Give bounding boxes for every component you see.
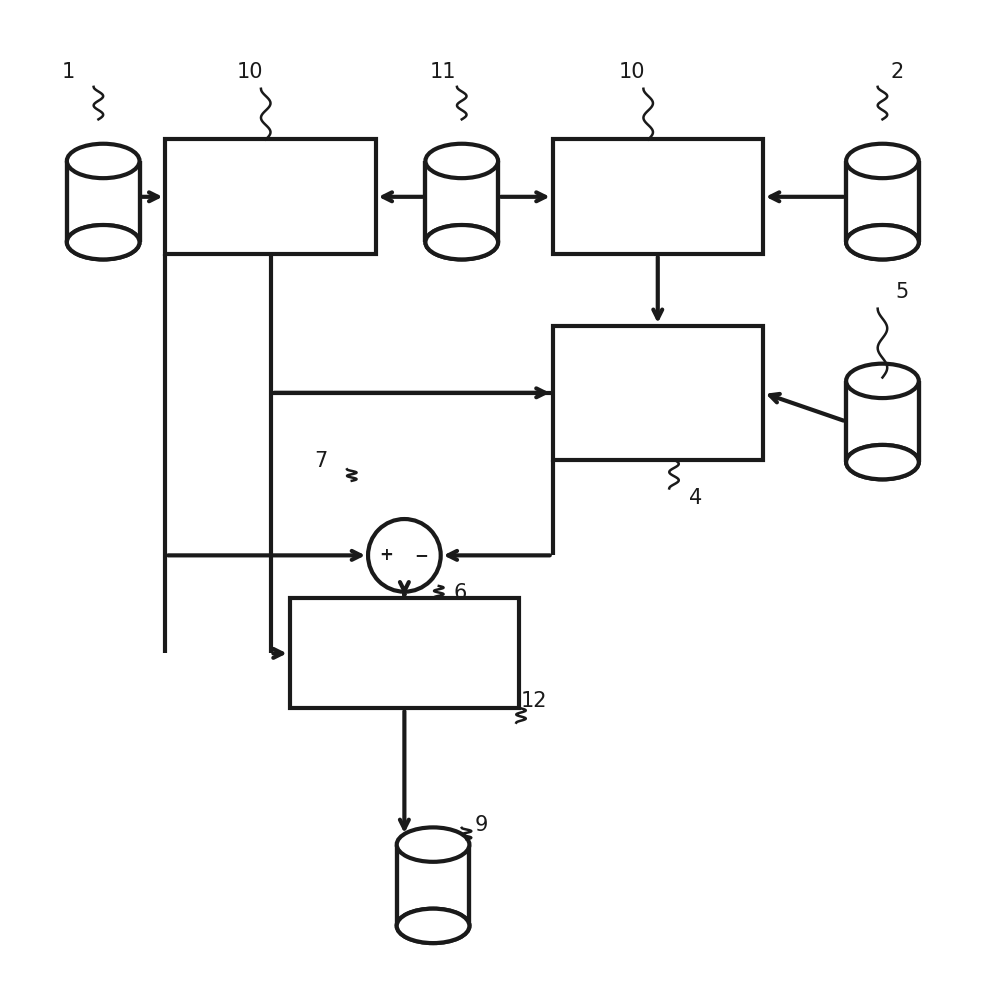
- Ellipse shape: [397, 828, 469, 862]
- Text: +: +: [379, 547, 393, 565]
- Ellipse shape: [397, 908, 469, 943]
- Ellipse shape: [425, 143, 498, 178]
- Text: −: −: [414, 547, 428, 565]
- Text: 1: 1: [61, 62, 74, 82]
- Bar: [846, 380, 919, 462]
- Ellipse shape: [425, 225, 498, 259]
- Ellipse shape: [67, 225, 140, 259]
- Text: 2: 2: [890, 62, 903, 82]
- Ellipse shape: [67, 225, 140, 259]
- Bar: [397, 845, 469, 926]
- Text: 10: 10: [236, 62, 263, 82]
- Ellipse shape: [425, 225, 498, 259]
- Ellipse shape: [846, 225, 919, 259]
- Bar: [165, 139, 376, 254]
- Bar: [67, 161, 140, 242]
- Ellipse shape: [846, 143, 919, 178]
- Text: 7: 7: [315, 451, 328, 471]
- Text: 6: 6: [453, 584, 467, 604]
- Ellipse shape: [846, 225, 919, 259]
- Bar: [290, 599, 519, 708]
- Bar: [553, 139, 763, 254]
- Text: 10: 10: [619, 62, 645, 82]
- Ellipse shape: [397, 908, 469, 943]
- Text: 5: 5: [895, 282, 908, 302]
- Bar: [553, 326, 763, 460]
- Circle shape: [368, 519, 441, 592]
- Bar: [425, 161, 498, 242]
- Text: 11: 11: [429, 62, 456, 82]
- Ellipse shape: [846, 445, 919, 479]
- Ellipse shape: [846, 445, 919, 479]
- Text: 9: 9: [474, 815, 488, 835]
- Ellipse shape: [846, 364, 919, 398]
- Text: 12: 12: [521, 691, 548, 711]
- Bar: [846, 161, 919, 242]
- Text: 4: 4: [689, 488, 703, 508]
- Ellipse shape: [67, 143, 140, 178]
